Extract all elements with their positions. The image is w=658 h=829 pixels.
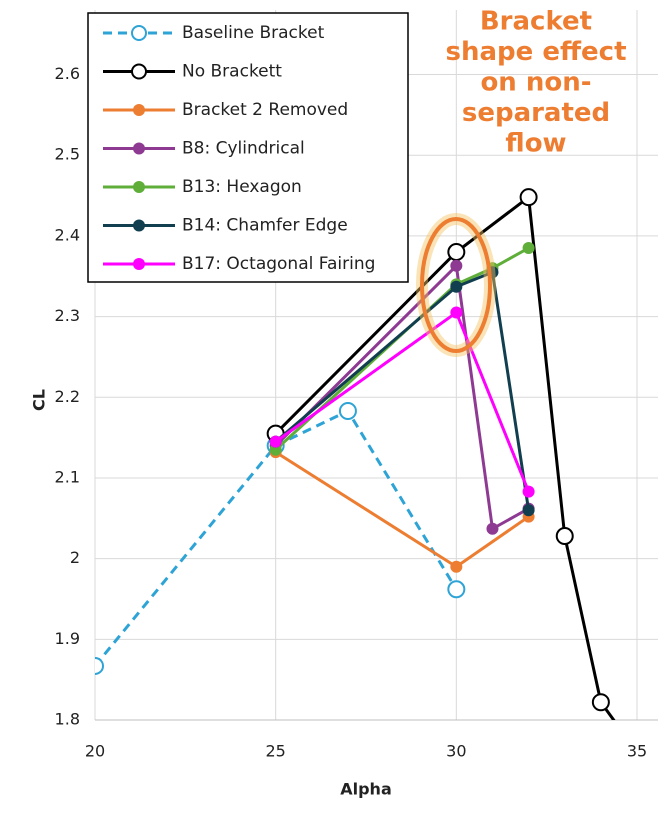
data-point (450, 561, 462, 573)
legend-marker (133, 181, 145, 193)
data-point (593, 694, 609, 710)
data-point (486, 523, 498, 535)
annotation-text: separated (462, 98, 610, 128)
annotation-text: on non- (480, 68, 591, 98)
x-tick-label: 35 (627, 742, 647, 761)
data-point (340, 403, 356, 419)
data-point (87, 658, 103, 674)
data-point (448, 581, 464, 597)
legend-marker (133, 104, 145, 116)
y-tick-label: 2.1 (55, 467, 80, 486)
legend-label: Bracket 2 Removed (182, 100, 348, 120)
y-tick-label: 1.9 (55, 629, 80, 648)
annotation-text: Bracket (480, 7, 592, 37)
legend-label: B14: Chamfer Edge (182, 216, 348, 236)
data-point (523, 486, 535, 498)
y-tick-label: 2.6 (55, 64, 80, 83)
y-tick-label: 2.2 (55, 387, 80, 406)
y-tick-label: 2.4 (55, 225, 80, 244)
data-point (450, 260, 462, 272)
legend-marker (133, 258, 145, 270)
legend-label: No Brackett (182, 62, 282, 82)
x-tick-label: 20 (85, 742, 105, 761)
data-point (450, 307, 462, 319)
y-tick-label: 2 (70, 548, 80, 567)
annotation-text: shape effect (446, 37, 627, 67)
y-tick-label: 2.3 (55, 306, 80, 325)
legend: Baseline Bracket No Brackett Bracket 2 Rem… (88, 13, 408, 282)
legend-marker (132, 65, 146, 79)
data-point (270, 436, 282, 448)
legend-label: Baseline Bracket (182, 23, 325, 43)
legend-marker (132, 26, 146, 40)
x-tick-label: 30 (446, 742, 466, 761)
legend-label: B13: Hexagon (182, 177, 302, 197)
data-point (523, 242, 535, 254)
data-point (557, 528, 573, 544)
series-line (276, 313, 529, 492)
legend-marker (133, 220, 145, 232)
annotation-text: flow (505, 129, 566, 159)
legend-marker (133, 143, 145, 155)
y-tick-label: 1.8 (55, 710, 80, 729)
data-point (450, 281, 462, 293)
data-point (448, 244, 464, 260)
x-axis-label: Alpha (340, 780, 392, 799)
chart: 1.8 1.9 2 2.1 2.2 2.3 2.4 2.5 2.6 20 25 30 35 CL Alp… (0, 0, 658, 829)
x-tick-label: 25 (265, 742, 285, 761)
data-point (521, 189, 537, 205)
legend-label: B8: Cylindrical (182, 139, 305, 159)
y-tick-label: 2.5 (55, 145, 80, 164)
data-point (523, 504, 535, 516)
legend-label: B17: Octagonal Fairing (182, 254, 375, 274)
y-axis-label: CL (30, 389, 49, 411)
